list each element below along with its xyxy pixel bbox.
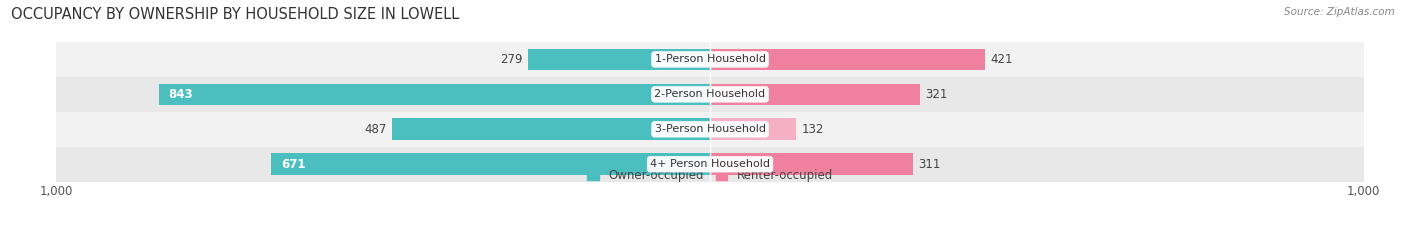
Bar (56, 77, 1364, 112)
Text: 311: 311 (918, 158, 941, 171)
Bar (159, 84, 710, 105)
Bar (271, 154, 710, 175)
Text: 421: 421 (990, 53, 1012, 66)
Text: OCCUPANCY BY OWNERSHIP BY HOUSEHOLD SIZE IN LOWELL: OCCUPANCY BY OWNERSHIP BY HOUSEHOLD SIZE… (11, 7, 460, 22)
Text: 3-Person Household: 3-Person Household (655, 124, 765, 134)
Bar (56, 112, 1364, 147)
Legend: Owner-occupied, Renter-occupied: Owner-occupied, Renter-occupied (582, 164, 838, 187)
Bar (527, 49, 710, 70)
Bar (710, 84, 920, 105)
Text: 671: 671 (281, 158, 305, 171)
Text: 1-Person Household: 1-Person Household (655, 55, 765, 64)
Text: 279: 279 (501, 53, 523, 66)
Bar (710, 154, 914, 175)
Bar (710, 118, 796, 140)
Text: 487: 487 (364, 123, 387, 136)
Text: 843: 843 (169, 88, 193, 101)
Text: 321: 321 (925, 88, 948, 101)
Bar (710, 49, 986, 70)
Text: 132: 132 (801, 123, 824, 136)
Text: 2-Person Household: 2-Person Household (654, 89, 766, 99)
Text: 4+ Person Household: 4+ Person Household (650, 159, 770, 169)
Text: Source: ZipAtlas.com: Source: ZipAtlas.com (1284, 7, 1395, 17)
Bar (392, 118, 710, 140)
Bar (56, 147, 1364, 182)
Bar (56, 42, 1364, 77)
